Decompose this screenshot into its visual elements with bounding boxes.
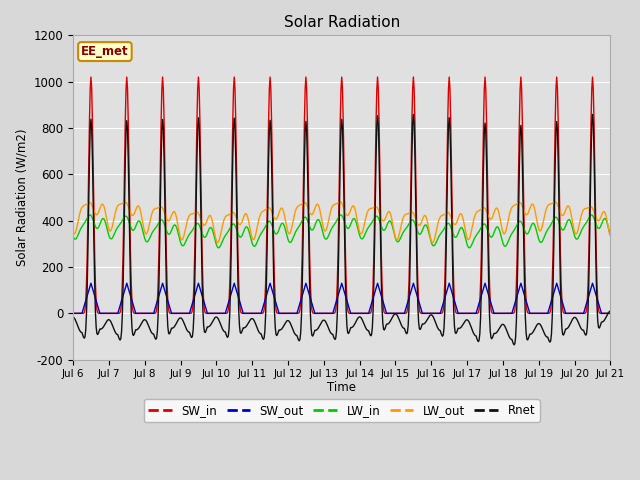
Rnet xyxy=(79,332,86,338)
LW_in xyxy=(79,223,86,228)
LW_in xyxy=(424,225,431,231)
Legend: SW_in, SW_out, LW_in, LW_out, Rnet: SW_in, SW_out, LW_in, LW_out, Rnet xyxy=(143,399,540,422)
Text: EE_met: EE_met xyxy=(81,45,129,58)
LW_out xyxy=(69,229,77,235)
LW_in xyxy=(69,233,77,239)
LW_out xyxy=(134,203,142,209)
LW_in xyxy=(135,218,143,224)
SW_in xyxy=(218,311,225,316)
LW_out xyxy=(189,211,196,217)
SW_in xyxy=(606,311,614,316)
LW_out xyxy=(606,232,614,238)
SW_out xyxy=(606,311,614,316)
Rnet xyxy=(406,240,414,246)
SW_in xyxy=(407,164,415,169)
Rnet xyxy=(217,322,225,328)
LW_out xyxy=(214,240,221,245)
Line: SW_out: SW_out xyxy=(73,283,610,313)
LW_out xyxy=(408,209,416,215)
SW_out xyxy=(218,311,225,316)
Y-axis label: Solar Radiation (W/m2): Solar Radiation (W/m2) xyxy=(15,129,28,266)
Rnet xyxy=(134,326,142,332)
LW_out xyxy=(218,227,225,233)
Rnet xyxy=(69,314,77,320)
SW_out xyxy=(135,311,143,316)
SW_out xyxy=(87,280,95,286)
SW_out xyxy=(79,308,86,314)
SW_in xyxy=(87,74,95,80)
Rnet xyxy=(606,309,614,314)
LW_in xyxy=(215,245,223,251)
Line: LW_out: LW_out xyxy=(73,202,610,242)
SW_out xyxy=(407,288,415,294)
SW_in xyxy=(79,311,86,316)
SW_in xyxy=(69,311,77,316)
SW_out xyxy=(189,298,197,304)
Rnet xyxy=(189,333,196,339)
Line: SW_in: SW_in xyxy=(73,77,610,313)
LW_in xyxy=(606,230,614,236)
LW_out xyxy=(79,204,86,209)
SW_in xyxy=(189,299,197,304)
SW_in xyxy=(423,311,431,316)
Rnet xyxy=(410,111,417,117)
Title: Solar Radiation: Solar Radiation xyxy=(284,15,400,30)
SW_in xyxy=(135,311,143,316)
Rnet xyxy=(510,342,518,348)
Rnet xyxy=(423,317,431,323)
LW_out xyxy=(424,219,431,225)
SW_out xyxy=(69,311,77,316)
X-axis label: Time: Time xyxy=(327,381,356,394)
Line: Rnet: Rnet xyxy=(73,114,610,345)
LW_in xyxy=(189,226,197,232)
LW_out xyxy=(337,199,344,205)
SW_out xyxy=(423,311,431,316)
LW_in xyxy=(408,217,416,223)
Line: LW_in: LW_in xyxy=(73,215,610,248)
LW_in xyxy=(86,212,94,218)
LW_in xyxy=(218,239,226,244)
